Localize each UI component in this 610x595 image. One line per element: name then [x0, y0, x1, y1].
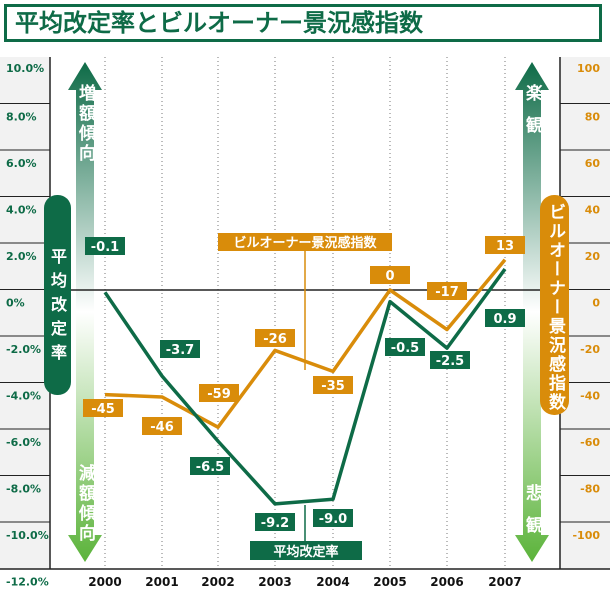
- right-tick-label: 60: [585, 157, 601, 170]
- left-direction-arrow: [68, 62, 102, 562]
- right-tick-label: -80: [580, 483, 600, 496]
- green-data-label-box: [190, 457, 230, 475]
- green-data-label: -2.5: [436, 354, 464, 369]
- orange-data-label: -17: [435, 285, 459, 300]
- right-axis-title-pill: [540, 195, 569, 415]
- green-data-label-box: [485, 309, 525, 327]
- orange-data-label-box: [83, 399, 123, 417]
- green-data-label-box: [385, 338, 425, 356]
- left-tick-label: 4.0%: [6, 204, 37, 217]
- right-down-label: 悲観: [522, 484, 542, 548]
- orange-data-label: -26: [263, 332, 287, 347]
- orange-data-label: -45: [91, 402, 115, 417]
- orange-data-label-box: [313, 376, 353, 394]
- left-tick-label: -2.0%: [6, 343, 41, 356]
- green-data-label: 0.9: [493, 312, 516, 327]
- right-up-label: 楽観: [522, 84, 542, 148]
- right-tick-label: -20: [580, 343, 600, 356]
- orange-data-label: -59: [207, 387, 231, 402]
- orange-data-label: 0: [385, 269, 394, 284]
- green-data-label-box: [160, 340, 200, 358]
- green-data-label-box: [430, 351, 470, 369]
- green-series-label-box: [250, 541, 362, 560]
- green-data-label-box: [85, 237, 125, 255]
- x-tick-label: 2004: [316, 575, 349, 589]
- left-tick-label: 8.0%: [6, 111, 37, 124]
- orange-data-label-box: [199, 384, 239, 402]
- right-tick-label: 20: [585, 250, 601, 263]
- orange-data-label: 13: [496, 239, 514, 254]
- green-data-label: -3.7: [166, 343, 194, 358]
- orange-data-label-box: [485, 236, 525, 254]
- x-tick-label: 2007: [488, 575, 521, 589]
- x-tick-label: 2000: [88, 575, 121, 589]
- left-axis-title-pill: [44, 195, 71, 395]
- orange-data-label-box: [370, 266, 410, 284]
- orange-data-label-box: [142, 417, 182, 435]
- left-tick-label: -10.0%: [6, 529, 49, 542]
- chart-title: 平均改定率とビルオーナー景況感指数: [4, 4, 602, 42]
- orange-data-label-box: [427, 282, 467, 300]
- left-tick-label: -12.0%: [6, 576, 49, 589]
- orange-series-name: ビルオーナー景況感指数: [233, 235, 377, 251]
- right-tick-label: 0: [592, 297, 600, 310]
- right-tick-label: 80: [585, 111, 601, 124]
- right-tick-label: -100: [572, 529, 600, 542]
- orange-series-line: [104, 258, 507, 429]
- right-direction-arrow: [515, 62, 549, 562]
- green-data-label-box: [255, 513, 295, 531]
- green-data-label: -0.1: [91, 240, 119, 255]
- x-tick-label: 2005: [373, 575, 406, 589]
- left-up-label: 増額傾向: [75, 84, 95, 164]
- left-tick-label: -6.0%: [6, 436, 41, 449]
- green-data-label-box: [313, 509, 353, 527]
- orange-data-label: -46: [150, 420, 174, 435]
- right-tick-label: 40: [585, 204, 601, 217]
- x-tick-label: 2002: [201, 575, 234, 589]
- left-tick-label: 6.0%: [6, 157, 37, 170]
- left-down-label: 減額傾向: [75, 464, 95, 544]
- green-data-label: -6.5: [196, 460, 224, 475]
- green-data-label: -9.0: [319, 512, 347, 527]
- left-axis-panel: [0, 57, 50, 569]
- right-tick-label: -40: [580, 390, 600, 403]
- right-tick-label: 100: [577, 62, 600, 75]
- green-data-label: -9.2: [261, 516, 289, 531]
- orange-data-label: -35: [321, 379, 345, 394]
- green-series-name: 平均改定率: [273, 544, 338, 560]
- left-tick-label: 10.0%: [6, 62, 44, 75]
- green-series-line: [103, 268, 507, 506]
- x-tick-label: 2003: [258, 575, 291, 589]
- left-tick-label: -4.0%: [6, 390, 41, 403]
- orange-data-label-box: [255, 329, 295, 347]
- green-data-label: -0.5: [391, 341, 419, 356]
- right-axis-title: ビルオーナー景況感指数: [545, 203, 565, 412]
- x-tick-label: 2006: [430, 575, 463, 589]
- left-axis-title: 平均改定率: [48, 248, 67, 368]
- left-tick-label: 0%: [6, 297, 25, 310]
- x-tick-label: 2001: [145, 575, 178, 589]
- left-tick-label: 2.0%: [6, 250, 37, 263]
- left-tick-label: -8.0%: [6, 483, 41, 496]
- orange-series-label-box: [218, 233, 392, 251]
- right-tick-label: -60: [580, 436, 600, 449]
